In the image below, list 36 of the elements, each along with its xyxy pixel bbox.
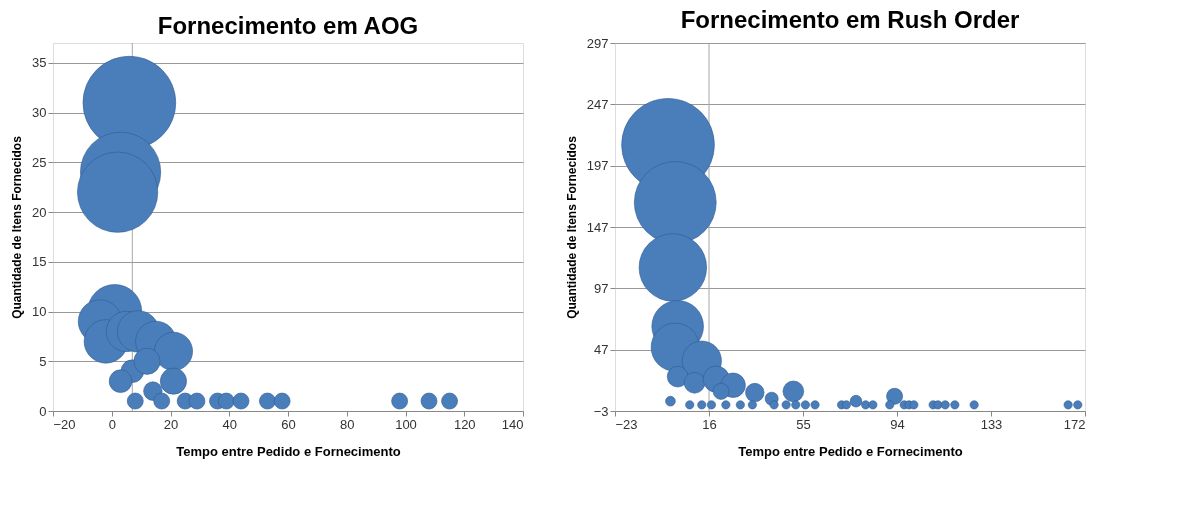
x-tick-label: 55 [796, 416, 811, 432]
x-tick-label: 140 [501, 416, 524, 432]
x-tick-label: 100 [395, 416, 417, 432]
y-axis-title: Quantidade de Itens Fornecidos [564, 135, 579, 319]
x-axis-title: Tempo entre Pedido e Fornecimento [176, 443, 401, 459]
x-tick-label: 80 [340, 416, 355, 432]
x-tick-label: 94 [890, 416, 905, 432]
x-tick-label: 60 [281, 416, 296, 432]
y-tick-label: 0 [39, 403, 47, 419]
y-tick-label: 35 [32, 55, 47, 71]
x-tick-label: −20 [53, 416, 76, 432]
y-tick-label: 30 [32, 105, 47, 121]
x-tick-label: 0 [108, 416, 116, 432]
x-tick-label: 16 [702, 416, 717, 432]
y-tick-label: −3 [593, 403, 609, 419]
y-axis-title: Quantidade de Itens Fornecidos [10, 135, 25, 319]
chart-title: Fornecimento em AOG [157, 11, 419, 39]
x-tick-label: 172 [1063, 416, 1086, 432]
y-tick-label: 20 [32, 204, 47, 220]
y-tick-label: 97 [594, 280, 609, 296]
x-tick-label: −23 [615, 416, 638, 432]
y-tick-label: 5 [39, 353, 47, 369]
y-tick-label: 197 [586, 158, 609, 174]
y-tick-label: 10 [32, 304, 47, 320]
x-tick-label: 120 [453, 416, 476, 432]
chart-title: Fornecimento em Rush Order [680, 6, 1020, 33]
y-tick-label: 147 [586, 219, 609, 235]
x-tick-label: 20 [163, 416, 179, 432]
y-tick-label: 297 [586, 35, 609, 51]
y-tick-label: 247 [586, 96, 609, 112]
y-tick-label: 47 [594, 342, 609, 358]
y-tick-label: 25 [32, 154, 47, 170]
x-tick-label: 133 [980, 416, 1003, 432]
x-tick-label: 40 [222, 416, 237, 432]
x-axis-title: Tempo entre Pedido e Fornecimento [738, 443, 963, 459]
y-tick-label: 15 [32, 254, 47, 270]
